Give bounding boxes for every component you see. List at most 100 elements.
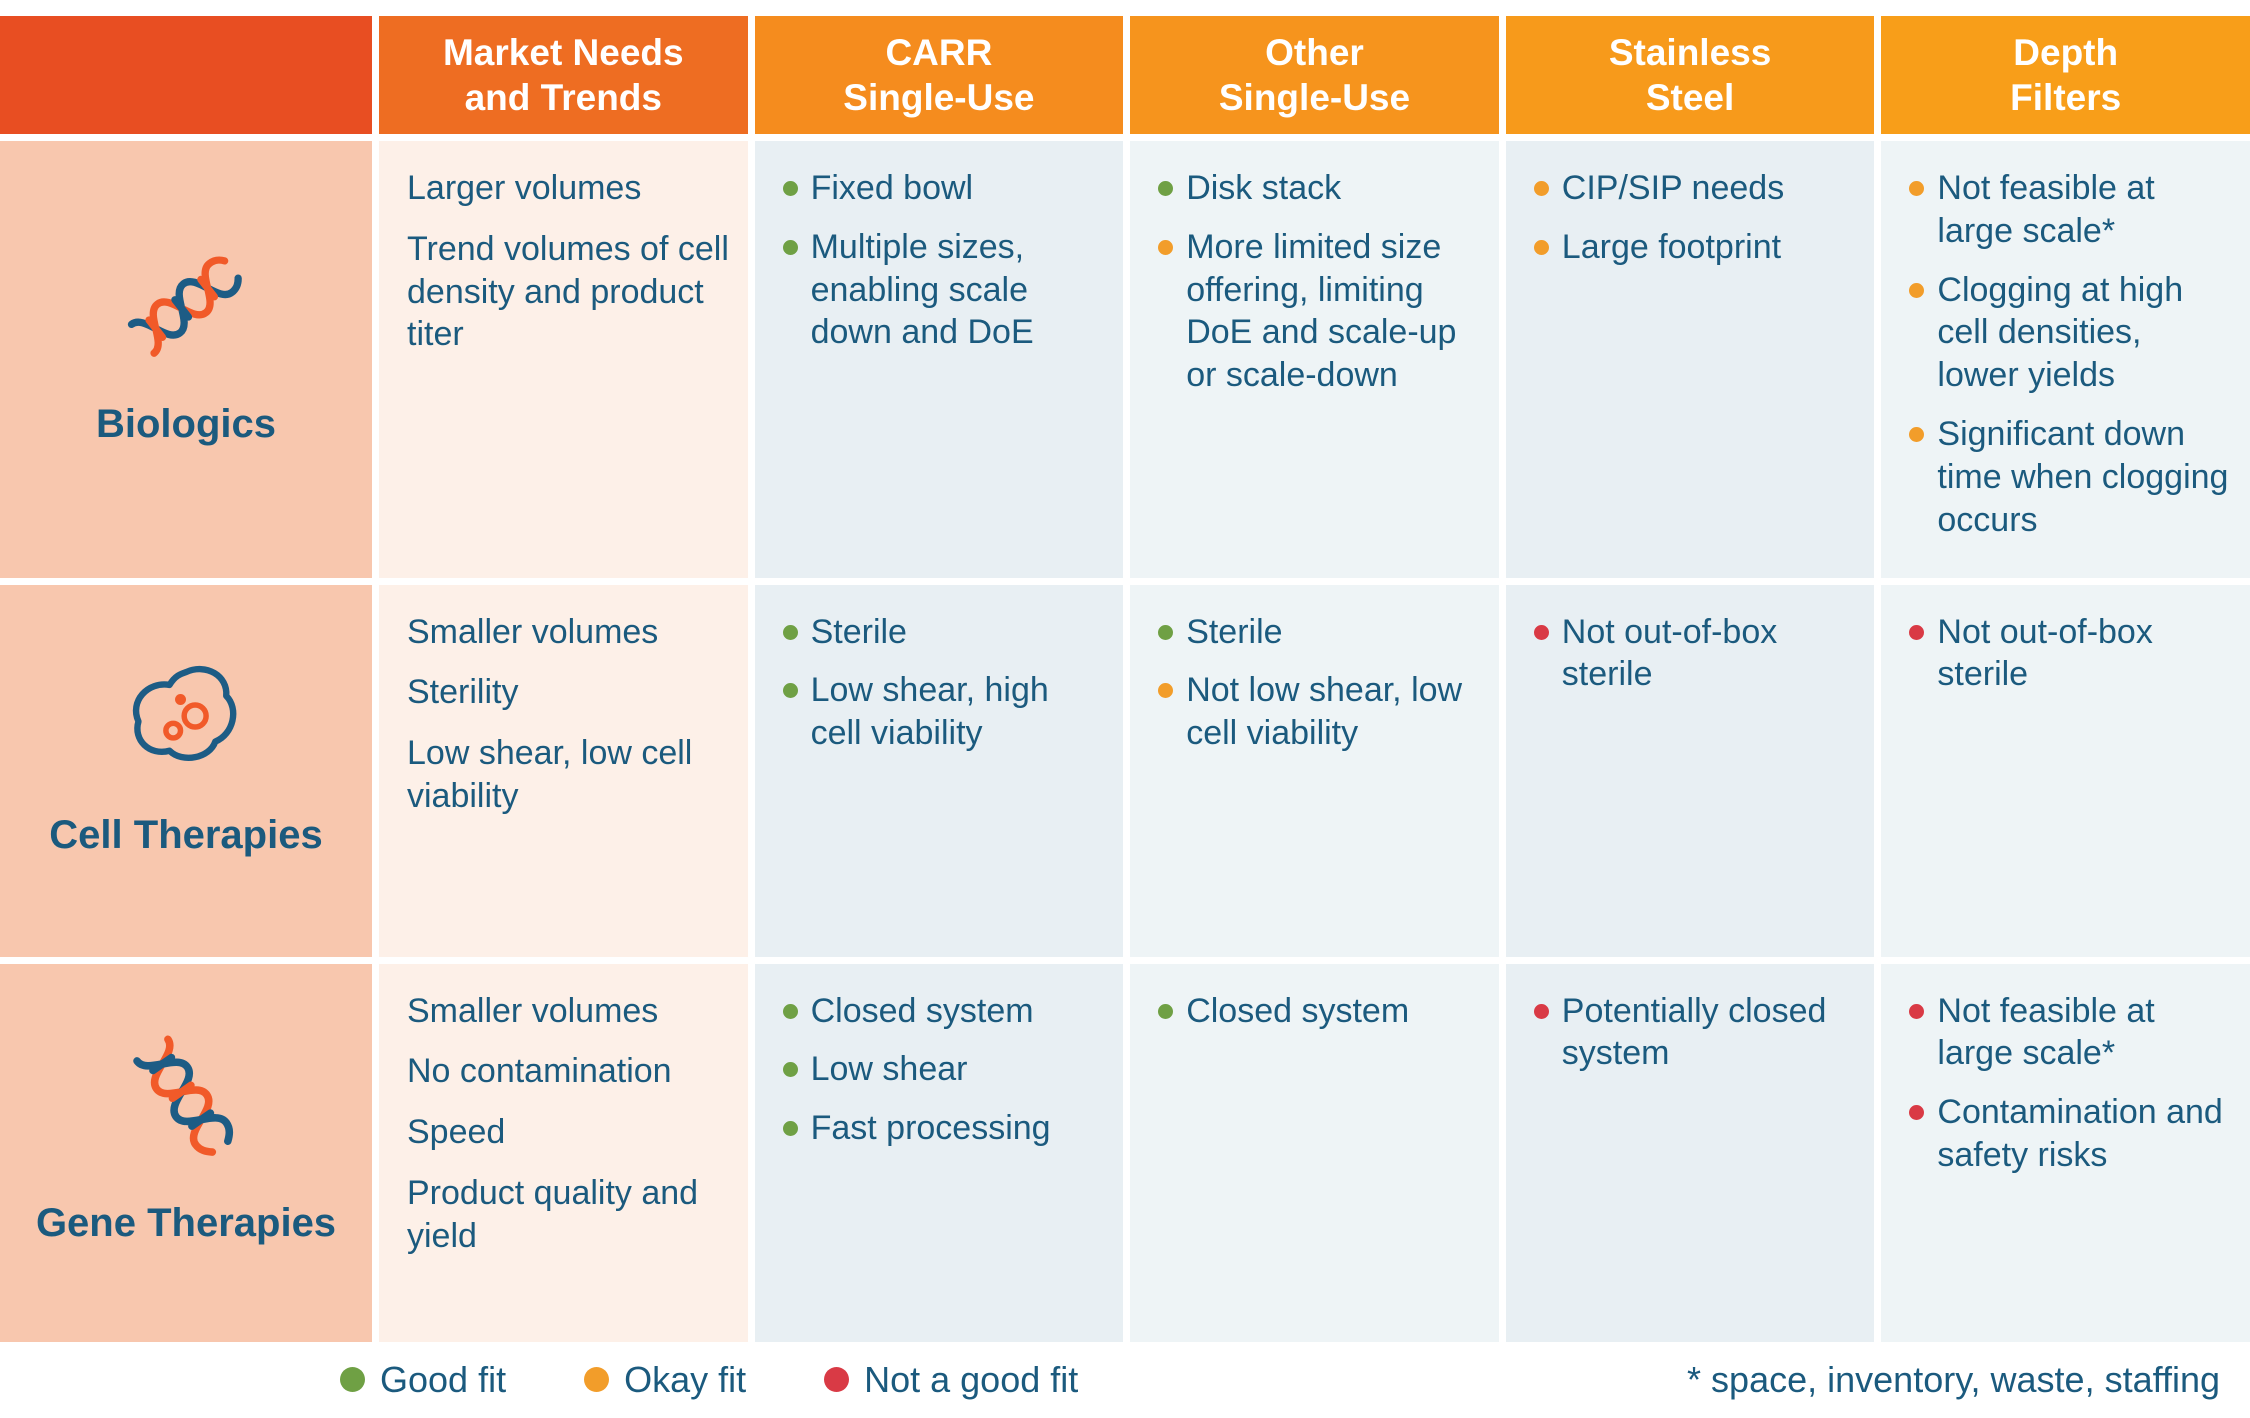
need-item: Sterility (407, 673, 519, 712)
need-item: Larger volumes (407, 169, 642, 207)
assessment-item: Potentially closed system (1533, 990, 1857, 1076)
column-header-label: CARR Single-Use (843, 31, 1035, 118)
value-cell: Closed system Low shear Fast processing (754, 963, 1124, 1342)
assessment-item: Significant down time when clogging occu… (1909, 413, 2232, 541)
assessment-text: Clogging at high cell densities, lower y… (1937, 270, 2184, 395)
assessment-item: Large footprint (1533, 226, 1857, 269)
fit-dot-okay (1158, 239, 1174, 255)
assessment-text: Closed system (1186, 991, 1410, 1030)
assessment-text: Sterile (810, 612, 907, 651)
assessment-text: Fast processing (810, 1109, 1051, 1148)
fit-dot-good (1158, 1003, 1174, 1019)
value-cell: Not out-of-box sterile (1881, 584, 2250, 957)
fit-dot-good (782, 683, 798, 699)
assessment-item: Clogging at high cell densities, lower y… (1909, 269, 2232, 397)
footnote: * space, inventory, waste, staffing (1687, 1358, 2220, 1400)
value-cell: Sterile Low shear, high cell viability (754, 584, 1124, 957)
legend-label: Not a good fit (864, 1358, 1079, 1400)
assessment-text: More limited size offering, limiting DoE… (1186, 227, 1457, 395)
value-cell: Not feasible at large scale* Contaminatio… (1881, 963, 2250, 1342)
dna-diagonal-icon (111, 241, 261, 374)
assessment-item: Not out-of-box sterile (1909, 611, 2232, 697)
cell-icon (122, 652, 250, 785)
column-header-label: Other Single-Use (1218, 31, 1411, 118)
row-header-gene-therapies: Gene Therapies (0, 963, 372, 1342)
assessment-text: Sterile (1186, 612, 1283, 651)
fit-dot-good (782, 1062, 798, 1078)
assessment-text: Not low shear, low cell viability (1186, 671, 1463, 753)
assessment-text: CIP/SIP needs (1561, 169, 1785, 207)
column-header-label: Stainless Steel (1608, 31, 1772, 118)
legend-footer: Good fit Okay fit Not a good fit * space, … (0, 1342, 2250, 1418)
assessment-text: Not feasible at large scale* (1937, 169, 2155, 250)
market-needs-cell: Smaller volumes Sterility Low shear, low c… (379, 584, 748, 957)
assessment-text: Disk stack (1186, 169, 1342, 207)
column-header-label: Market Needs and Trends (442, 31, 684, 118)
fit-dot-bad (1909, 624, 1925, 640)
row-header-cell-therapies: Cell Therapies (0, 584, 372, 957)
fit-dot-okay (1533, 181, 1549, 196)
value-cell: Fixed bowl Multiple sizes, enabling scale… (754, 141, 1124, 578)
assessment-text: Multiple sizes, enabling scale down and … (810, 227, 1034, 352)
assessment-item: Sterile (1158, 611, 1481, 654)
fit-dot-bad (1533, 1003, 1549, 1019)
fit-dot-good (782, 624, 798, 640)
market-needs-cell: Smaller volumes No contamination Speed Prod… (379, 963, 748, 1342)
value-cell: Sterile Not low shear, low cell viability (1130, 584, 1499, 957)
fit-dot-bad (1909, 1105, 1925, 1121)
dna-vertical-icon (120, 1028, 252, 1173)
assessment-text: Large footprint (1561, 227, 1782, 266)
legend-item-bad: Not a good fit (824, 1359, 1078, 1401)
need-item: No contamination (407, 1052, 672, 1091)
assessment-text: Significant down time when clogging occu… (1937, 415, 2229, 539)
legend-item-good: Good fit (340, 1359, 506, 1401)
need-item: Product quality and yield (407, 1174, 699, 1255)
assessment-text: Contamination and safety risks (1937, 1093, 2223, 1175)
value-cell: Potentially closed system (1505, 963, 1875, 1342)
value-cell: Closed system (1130, 963, 1499, 1342)
assessment-item: Disk stack (1158, 167, 1481, 210)
row-label: Biologics (95, 401, 277, 446)
assessment-text: Not feasible at large scale* (1937, 991, 2155, 1073)
need-item: Speed (407, 1113, 506, 1152)
assessment-item: Not feasible at large scale* (1909, 990, 2232, 1076)
need-item: Trend volumes of cell density and produc… (407, 229, 729, 354)
assessment-text: Low shear (810, 1050, 968, 1089)
fit-legend: Good fit Okay fit Not a good fit (340, 1359, 1078, 1401)
legend-label: Good fit (380, 1358, 507, 1400)
assessment-item: Low shear (782, 1048, 1106, 1091)
legend-dot-good (340, 1367, 365, 1393)
assessment-item: Closed system (1158, 990, 1481, 1033)
row-label: Gene Therapies (35, 1201, 337, 1246)
comparison-table: Market Needs and Trends CARR Single-Use Ot… (0, 16, 2250, 1342)
market-needs-cell: Larger volumes Trend volumes of cell dens… (379, 141, 748, 578)
need-item: Smaller volumes (407, 612, 659, 651)
row-header-biologics: Biologics (0, 141, 372, 578)
value-cell: Not out-of-box sterile (1505, 584, 1875, 957)
fit-dot-bad (1909, 1003, 1925, 1019)
assessment-text: Fixed bowl (810, 169, 974, 207)
column-header-other-single-use: Other Single-Use (1130, 16, 1499, 134)
assessment-item: CIP/SIP needs (1533, 167, 1857, 210)
fit-dot-okay (1909, 282, 1925, 298)
legend-item-okay: Okay fit (584, 1359, 746, 1401)
assessment-item: Fast processing (782, 1107, 1106, 1150)
assessment-item: Sterile (782, 611, 1106, 654)
fit-dot-good (1158, 181, 1174, 196)
assessment-item: Not out-of-box sterile (1533, 611, 1857, 697)
legend-dot-okay (584, 1367, 610, 1393)
column-header-stainless-steel: Stainless Steel (1505, 16, 1875, 134)
fit-dot-good (782, 181, 798, 196)
assessment-item: Not low shear, low cell viability (1158, 669, 1481, 755)
assessment-text: Low shear, high cell viability (810, 671, 1049, 753)
assessment-text: Not out-of-box sterile (1937, 612, 2153, 694)
fit-dot-good (1158, 624, 1174, 640)
fit-dot-bad (1533, 624, 1549, 640)
assessment-item: Contamination and safety risks (1909, 1091, 2232, 1177)
assessment-item: Multiple sizes, enabling scale down and … (782, 226, 1106, 354)
assessment-item: More limited size offering, limiting DoE… (1158, 226, 1481, 397)
assessment-text: Closed system (810, 991, 1034, 1030)
need-item: Low shear, low cell viability (407, 734, 693, 816)
assessment-item: Low shear, high cell viability (782, 669, 1106, 755)
fit-dot-good (782, 239, 798, 255)
